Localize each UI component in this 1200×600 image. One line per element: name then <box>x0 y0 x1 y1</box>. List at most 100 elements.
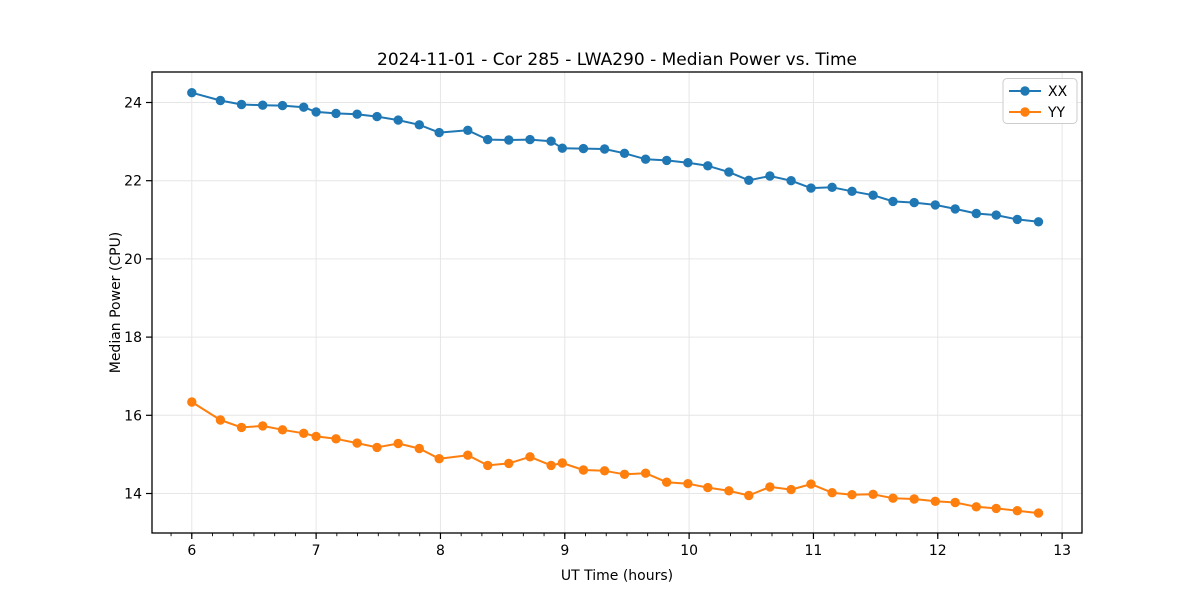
data-point <box>372 442 382 453</box>
data-point <box>277 425 288 435</box>
tick-layer <box>146 101 1063 539</box>
x-tick-label: 7 <box>312 543 321 559</box>
data-point <box>619 469 630 479</box>
data-point <box>525 134 535 145</box>
legend-entry: XX <box>1009 84 1068 100</box>
data-point <box>414 120 424 130</box>
data-point <box>888 493 898 503</box>
data-point <box>299 428 309 438</box>
data-point <box>847 490 857 500</box>
data-point <box>786 176 796 186</box>
data-point <box>744 490 754 501</box>
tick-label-layer: 6 7 8 9 10 11 12 13 14 16 18 20 22 24 <box>124 95 1071 559</box>
data-point <box>525 452 535 462</box>
x-tick-label: 6 <box>187 543 196 559</box>
data-point <box>311 107 321 117</box>
x-axis-label: UT Time (hours) <box>561 568 673 584</box>
y-tick-label: 20 <box>124 252 142 268</box>
x-tick-label: 13 <box>1053 543 1071 559</box>
y-tick-label: 22 <box>124 174 142 190</box>
data-point <box>930 496 940 506</box>
data-point <box>483 460 493 471</box>
data-point <box>215 95 226 106</box>
data-point <box>765 482 775 492</box>
data-point <box>277 100 288 111</box>
data-point <box>331 434 341 444</box>
data-point <box>557 143 567 153</box>
data-point <box>991 503 1001 514</box>
data-point <box>352 109 362 119</box>
data-point <box>504 135 514 145</box>
data-point <box>258 421 268 431</box>
data-point <box>434 454 444 464</box>
data-point <box>393 115 403 125</box>
data-point <box>744 175 754 185</box>
data-point <box>765 171 775 181</box>
data-point <box>847 186 857 196</box>
legend-label: XX <box>1048 84 1068 100</box>
data-point <box>619 148 630 158</box>
data-point <box>393 438 403 449</box>
data-point <box>311 431 321 442</box>
data-point <box>236 422 247 433</box>
data-point <box>546 136 556 146</box>
data-point <box>827 182 837 192</box>
y-tick-label: 14 <box>124 487 142 503</box>
series-xx-markers <box>187 88 1044 227</box>
data-point <box>504 458 514 469</box>
data-point <box>557 458 567 468</box>
data-point <box>662 155 672 166</box>
data-point <box>331 108 341 119</box>
data-point <box>909 494 919 504</box>
data-point <box>463 450 473 460</box>
legend-marker-icon <box>1020 107 1030 117</box>
data-point <box>703 482 713 493</box>
data-point <box>372 111 382 122</box>
data-point <box>640 154 651 164</box>
y-tick-label: 24 <box>124 95 142 111</box>
grid-layer <box>152 72 1082 533</box>
data-point <box>868 190 878 200</box>
data-point <box>299 102 309 112</box>
x-tick-label: 12 <box>929 543 947 559</box>
data-point <box>806 479 816 489</box>
data-point <box>991 210 1001 220</box>
data-point <box>724 167 734 177</box>
y-tick-label: 16 <box>124 408 142 424</box>
y-axis-label: Median Power (CPU) <box>108 232 124 374</box>
data-point <box>971 208 981 219</box>
data-point <box>463 125 473 135</box>
legend-marker-icon <box>1020 86 1030 96</box>
data-point <box>546 460 556 471</box>
data-point <box>187 397 197 407</box>
data-point <box>1012 214 1022 225</box>
data-point <box>599 144 610 154</box>
data-point <box>806 183 816 193</box>
data-point <box>827 488 837 498</box>
chart-title: 2024-11-01 - Cor 285 - LWA290 - Median P… <box>377 50 857 70</box>
y-tick-label: 18 <box>124 330 142 346</box>
legend-entry: YY <box>1009 105 1066 121</box>
data-point <box>724 486 734 496</box>
data-point <box>971 502 981 512</box>
legend-label: YY <box>1047 105 1066 121</box>
x-tick-label: 9 <box>560 543 569 559</box>
data-point <box>950 497 960 508</box>
data-point <box>683 158 693 168</box>
data-point <box>236 99 247 110</box>
series-layer <box>187 88 1044 518</box>
x-tick-label: 8 <box>436 543 445 559</box>
data-point <box>483 134 493 145</box>
data-point <box>187 88 197 98</box>
data-point <box>215 415 226 425</box>
data-point <box>868 489 878 499</box>
x-tick-label: 11 <box>805 543 823 559</box>
data-point <box>930 200 940 210</box>
data-point <box>786 484 796 495</box>
data-point <box>640 468 651 478</box>
x-tick-label: 10 <box>680 543 698 559</box>
data-point <box>1012 506 1022 516</box>
data-point <box>888 196 898 207</box>
